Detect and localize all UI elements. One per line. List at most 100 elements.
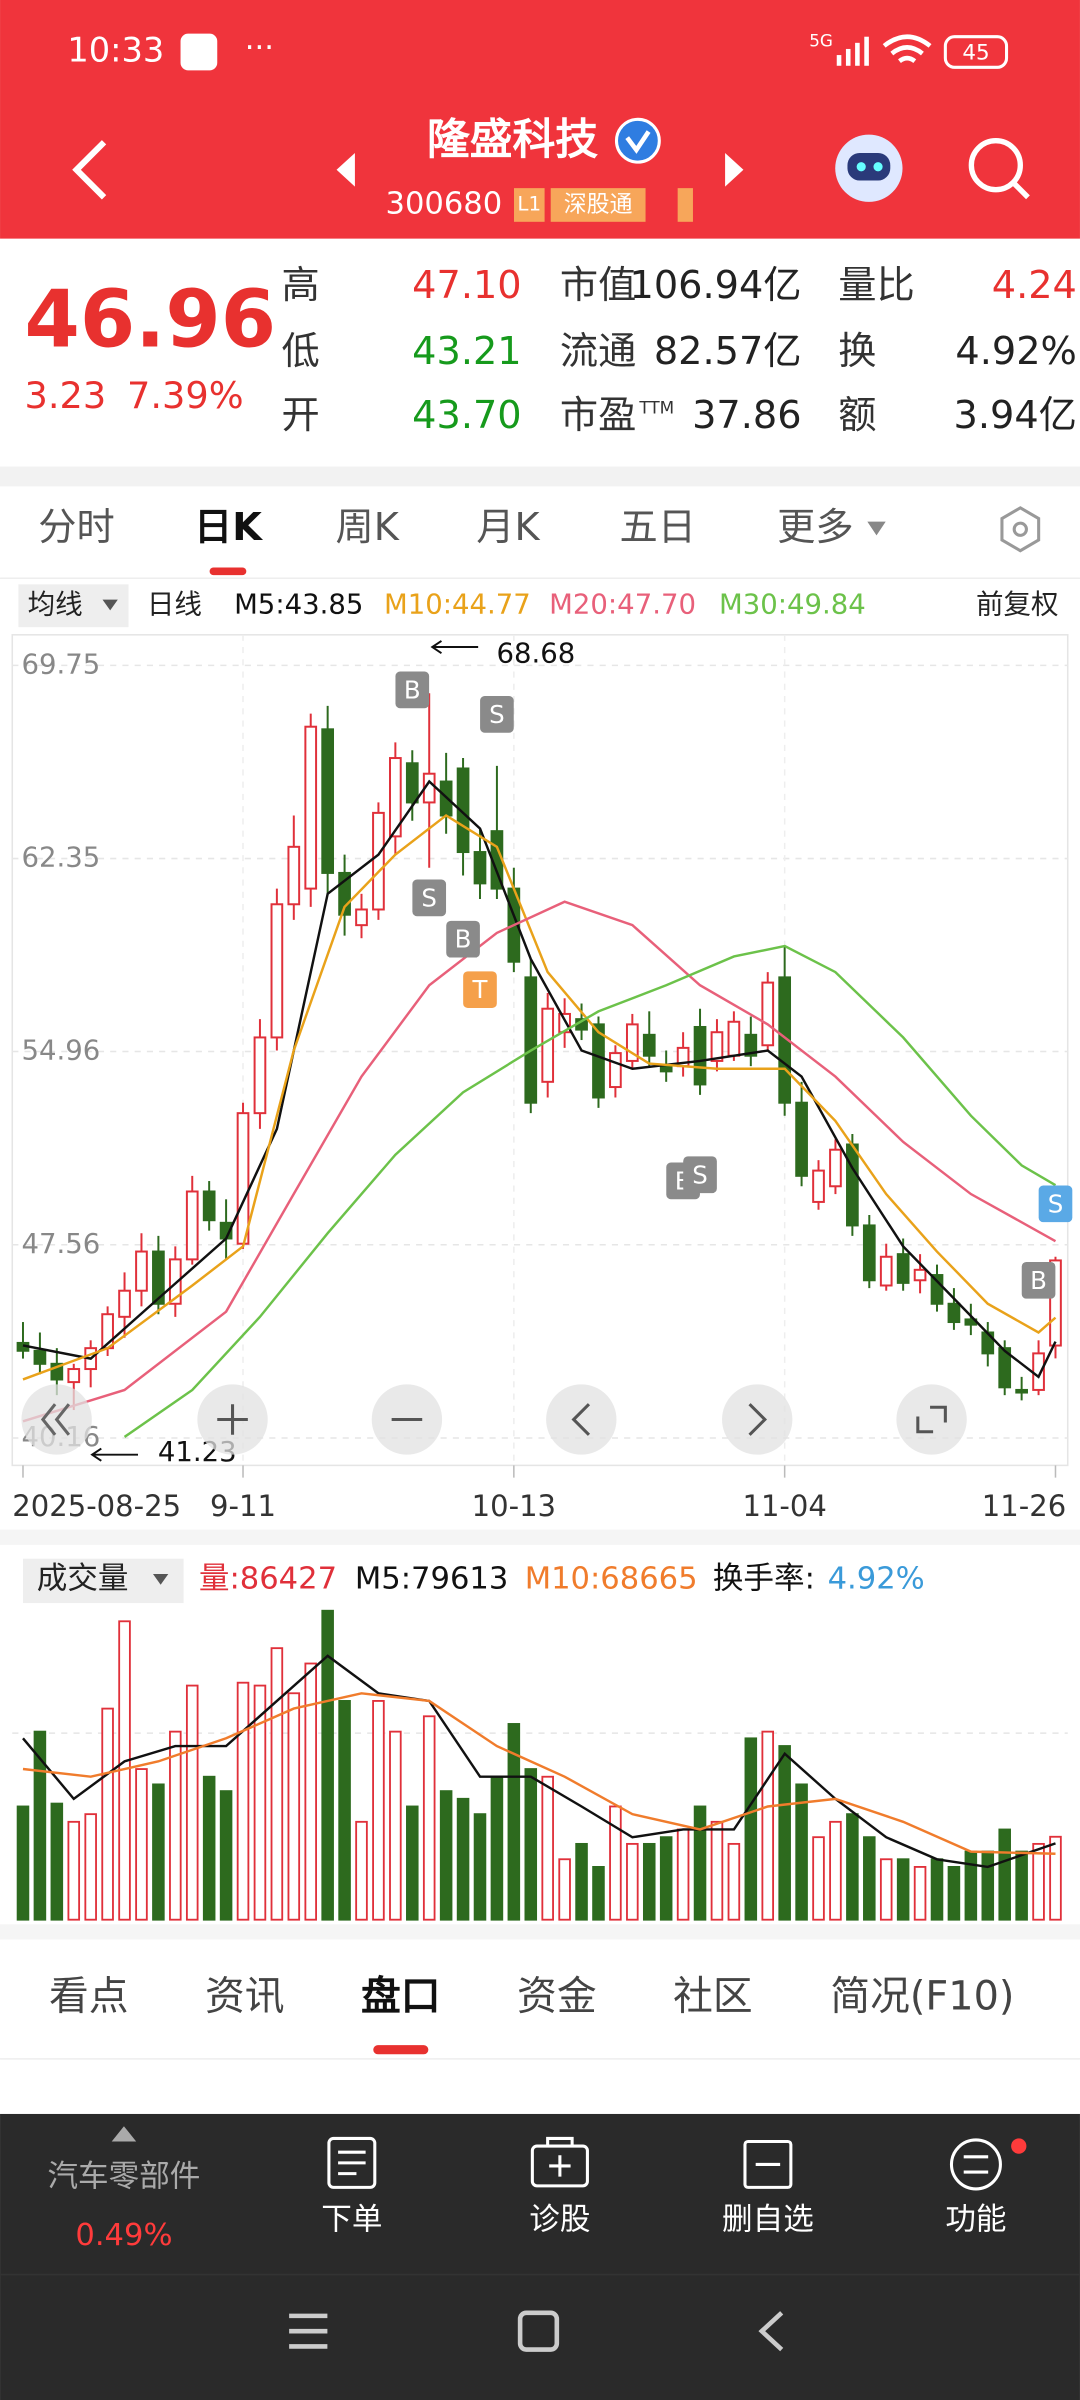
- info-tabs: 看点 资讯 盘口 资金 社区 简况(F10): [49, 1974, 1014, 2055]
- badge-bg: [513, 188, 545, 222]
- volume-bar: [524, 1768, 538, 1921]
- ma-legend-item: M30:49.84: [719, 589, 866, 621]
- info-tab[interactable]: 资金: [517, 1974, 597, 2020]
- badge: L1: [517, 192, 541, 215]
- selector-arrow: [153, 1573, 169, 1585]
- period-tabs: 分时 日K 周K 月K 五日 更多: [38, 506, 854, 576]
- trade-marker: [412, 879, 447, 917]
- prev-button[interactable]: [546, 1384, 617, 1455]
- volume-bar: [135, 1768, 148, 1921]
- volume-bar: [998, 1828, 1011, 1921]
- period-tab[interactable]: 日K: [194, 506, 263, 550]
- diagnose-icon: [530, 2144, 589, 2188]
- volume-bar: [270, 1647, 284, 1921]
- trade-marker: [480, 695, 514, 733]
- trade-marker-label: S: [421, 883, 437, 912]
- trade-marker: [463, 971, 497, 1009]
- tab-underline: [209, 567, 247, 576]
- period-tab[interactable]: 月K: [476, 506, 540, 550]
- ma-legend-item: M20:47.70: [549, 589, 696, 621]
- settings-button[interactable]: [1000, 506, 1041, 553]
- verified-badge: [614, 117, 661, 164]
- back-button[interactable]: [72, 140, 107, 200]
- ma-legend-item: M5:43.85: [234, 589, 363, 621]
- quote-label-sup: TTM: [638, 397, 674, 417]
- quote-label: 低: [281, 330, 319, 374]
- trade-marker-label: T: [472, 975, 489, 1004]
- info-tab[interactable]: 资讯: [205, 1974, 285, 2020]
- volume-bar: [1032, 1842, 1045, 1921]
- period-tab[interactable]: 五日: [620, 506, 696, 550]
- quote-value: 3.94亿: [954, 394, 1077, 438]
- volume-bar: [50, 1802, 64, 1921]
- footer-button[interactable]: 诊股: [529, 2203, 590, 2238]
- candle-body: [930, 1274, 944, 1305]
- volume-bar: [846, 1813, 859, 1921]
- quote-label: 换: [838, 330, 876, 374]
- search-button[interactable]: [968, 138, 1023, 193]
- next-stock[interactable]: [725, 152, 744, 187]
- quote-label: 开: [281, 394, 319, 438]
- zoom-in-icon: [217, 1404, 248, 1435]
- candle-body: [812, 1169, 825, 1203]
- adjust-mode[interactable]: 前复权: [976, 589, 1059, 621]
- fullscreen-button[interactable]: [896, 1384, 967, 1455]
- candle-body: [609, 1052, 622, 1089]
- volume-selector-bg[interactable]: [22, 1558, 184, 1604]
- low-arrow: [90, 1447, 139, 1462]
- volume-bar: [456, 1797, 470, 1921]
- footer-button[interactable]: 删自选: [722, 2203, 814, 2238]
- quote-value: 47.10: [412, 264, 521, 308]
- volume-legend-item: 换手率:: [713, 1562, 815, 1597]
- order-icon: [327, 2136, 377, 2189]
- volume-bar: [473, 1813, 487, 1921]
- volume-legend-item: 量:86427: [199, 1562, 337, 1597]
- info-tab[interactable]: 简况(F10): [830, 1974, 1014, 2020]
- candle-body: [287, 845, 301, 906]
- divider: [0, 466, 1080, 487]
- next-button[interactable]: [722, 1384, 793, 1455]
- high-arrow: [430, 640, 479, 654]
- footer-icons: [327, 2136, 1002, 2191]
- trade-marker: [683, 1156, 717, 1194]
- volume-bar: [947, 1866, 961, 1921]
- nav-home[interactable]: [517, 2310, 560, 2352]
- info-tab[interactable]: 盘口: [361, 1974, 441, 2020]
- nav-menu[interactable]: [289, 2313, 328, 2349]
- sector-arrow: [111, 2126, 137, 2142]
- info-tab[interactable]: 看点: [49, 1974, 129, 2020]
- volume-bar: [558, 1858, 571, 1921]
- quote-label: 市值: [560, 264, 636, 308]
- candle-body: [135, 1250, 148, 1292]
- period-tab[interactable]: 分时: [38, 506, 114, 550]
- order-lines: [338, 2150, 366, 2176]
- info-tab[interactable]: 社区: [673, 1974, 753, 2020]
- quote-value: 37.86: [692, 394, 801, 438]
- volume-bar: [169, 1730, 182, 1921]
- trade-marker: [1021, 1261, 1056, 1299]
- volume-bar: [896, 1858, 910, 1921]
- candle-body: [829, 1148, 842, 1188]
- volume-bar: [541, 1775, 554, 1921]
- battery-icon: [943, 35, 1009, 69]
- volume-bar: [744, 1737, 758, 1921]
- footer-button[interactable]: 下单: [321, 2203, 382, 2238]
- nav-back[interactable]: [758, 2311, 784, 2352]
- volume-bar: [863, 1836, 876, 1921]
- footer-button[interactable]: 功能: [945, 2203, 1006, 2238]
- volume-bar: [626, 1842, 639, 1921]
- remove-icon: [743, 2139, 793, 2189]
- more-arrow: [867, 521, 886, 536]
- trade-marker-label: S: [692, 1160, 708, 1189]
- period-tab[interactable]: 更多: [777, 506, 853, 550]
- candle-body: [389, 757, 402, 838]
- candle-body: [168, 1258, 182, 1305]
- trade-marker: [395, 671, 430, 709]
- sector-change: 0.49%: [75, 2218, 172, 2253]
- candle-body: [659, 1065, 673, 1073]
- price: 46.96: [25, 272, 277, 365]
- sector-name[interactable]: 汽车零部件: [47, 2160, 200, 2195]
- period-tab[interactable]: 周K: [335, 506, 399, 550]
- prev-stock[interactable]: [336, 152, 355, 187]
